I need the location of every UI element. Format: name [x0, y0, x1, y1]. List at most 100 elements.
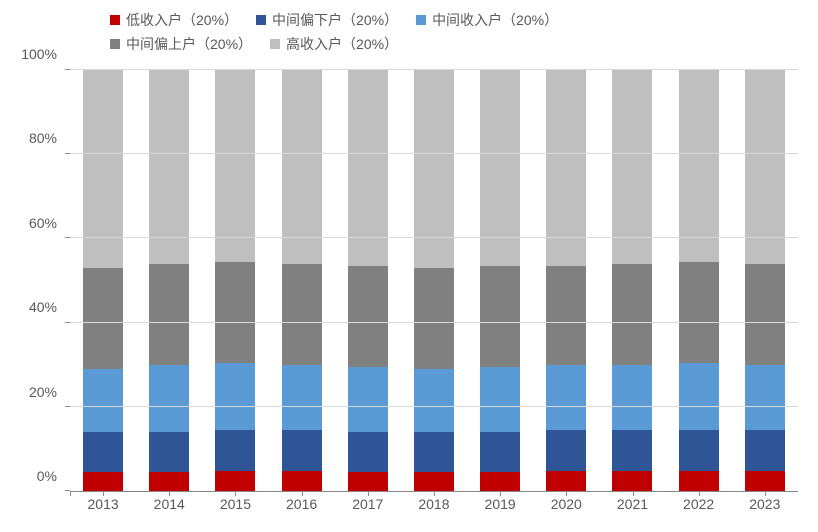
legend-label: 中间偏下户（20%） — [272, 10, 398, 30]
bar-segment — [745, 471, 785, 491]
bar-segment — [480, 266, 520, 367]
bar-column — [612, 70, 652, 491]
x-tick-label: 2020 — [546, 496, 586, 522]
bar-segment — [83, 472, 123, 491]
bar-segment — [282, 430, 322, 471]
legend-swatch — [110, 15, 120, 25]
bar-segment — [612, 471, 652, 491]
legend-item: 中间偏下户（20%） — [256, 10, 398, 30]
bar-segment — [414, 268, 454, 369]
bar-segment — [612, 365, 652, 430]
bar-segment — [215, 262, 255, 363]
y-tick-mark — [65, 69, 70, 70]
y-tick-label: 80% — [2, 130, 57, 146]
y-axis: 0%20%40%60%80%100% — [0, 70, 65, 492]
bar-segment — [480, 432, 520, 472]
y-tick-mark — [65, 237, 70, 238]
legend-item: 高收入户（20%） — [270, 34, 398, 54]
bar-column — [679, 70, 719, 491]
legend-item: 中间收入户（20%） — [416, 10, 558, 30]
y-tick-label: 40% — [2, 299, 57, 315]
y-tick-mark — [65, 406, 70, 407]
bar-segment — [745, 264, 785, 365]
x-tick-label: 2014 — [149, 496, 189, 522]
bar-segment — [745, 365, 785, 430]
bar-segment — [679, 70, 719, 262]
bar-segment — [546, 365, 586, 430]
bar-segment — [679, 471, 719, 491]
bar-segment — [480, 367, 520, 432]
bar-segment — [149, 472, 189, 491]
legend-label: 中间偏上户（20%） — [126, 34, 252, 54]
legend-swatch — [416, 15, 426, 25]
x-tick-label: 2013 — [83, 496, 123, 522]
bar-segment — [480, 472, 520, 491]
bar-segment — [83, 432, 123, 472]
bar-segment — [414, 369, 454, 432]
bar-segment — [149, 70, 189, 264]
bar-segment — [215, 70, 255, 262]
bar-column — [215, 70, 255, 491]
bar-column — [745, 70, 785, 491]
bar-segment — [348, 266, 388, 367]
bar-segment — [612, 70, 652, 264]
x-axis: 2013 2014 2015 2016 2017 2018 2019 2020 2021 2022… — [70, 496, 798, 522]
gridline — [70, 237, 798, 238]
plot-area — [70, 70, 798, 492]
y-tick-mark — [65, 322, 70, 323]
bar-segment — [612, 430, 652, 471]
bar-segment — [348, 472, 388, 491]
bars-container — [70, 70, 798, 491]
bar-column — [480, 70, 520, 491]
gridline — [70, 69, 798, 70]
gridline — [70, 322, 798, 323]
legend-label: 高收入户（20%） — [286, 34, 398, 54]
bar-segment — [745, 430, 785, 471]
legend-label: 中间收入户（20%） — [432, 10, 558, 30]
y-tick-label: 100% — [2, 46, 57, 62]
bar-column — [83, 70, 123, 491]
bar-column — [546, 70, 586, 491]
bar-segment — [149, 432, 189, 472]
legend-swatch — [110, 39, 120, 49]
bar-segment — [679, 363, 719, 430]
legend-swatch — [256, 15, 266, 25]
bar-segment — [679, 262, 719, 363]
bar-segment — [282, 264, 322, 365]
bar-segment — [679, 430, 719, 471]
bar-segment — [546, 471, 586, 491]
x-tick-label: 2019 — [480, 496, 520, 522]
x-tick-label: 2017 — [348, 496, 388, 522]
bar-segment — [612, 264, 652, 365]
bar-segment — [83, 268, 123, 369]
legend-item: 低收入户（20%） — [110, 10, 238, 30]
y-tick-label: 60% — [2, 215, 57, 231]
bar-segment — [282, 70, 322, 264]
x-tick-label: 2023 — [745, 496, 785, 522]
bar-segment — [282, 365, 322, 430]
bar-column — [414, 70, 454, 491]
bar-segment — [215, 471, 255, 491]
chart-legend: 低收入户（20%） 中间偏下户（20%） 中间收入户（20%） 中间偏上户（20%） 高… — [10, 10, 798, 58]
bar-segment — [282, 471, 322, 491]
bar-segment — [149, 365, 189, 432]
bar-segment — [745, 70, 785, 264]
bar-column — [149, 70, 189, 491]
x-tick-label: 2016 — [282, 496, 322, 522]
x-tick-label: 2021 — [612, 496, 652, 522]
x-tick-label: 2018 — [414, 496, 454, 522]
gridline — [70, 153, 798, 154]
bar-segment — [83, 369, 123, 432]
y-tick-mark — [65, 153, 70, 154]
x-tick-label: 2015 — [215, 496, 255, 522]
bar-segment — [215, 363, 255, 430]
bar-segment — [546, 430, 586, 471]
gridline — [70, 406, 798, 407]
bar-segment — [546, 266, 586, 365]
legend-item: 中间偏上户（20%） — [110, 34, 252, 54]
bar-segment — [348, 367, 388, 432]
y-tick-label: 20% — [2, 384, 57, 400]
bar-segment — [348, 432, 388, 472]
bar-segment — [414, 432, 454, 472]
x-tick-label: 2022 — [679, 496, 719, 522]
